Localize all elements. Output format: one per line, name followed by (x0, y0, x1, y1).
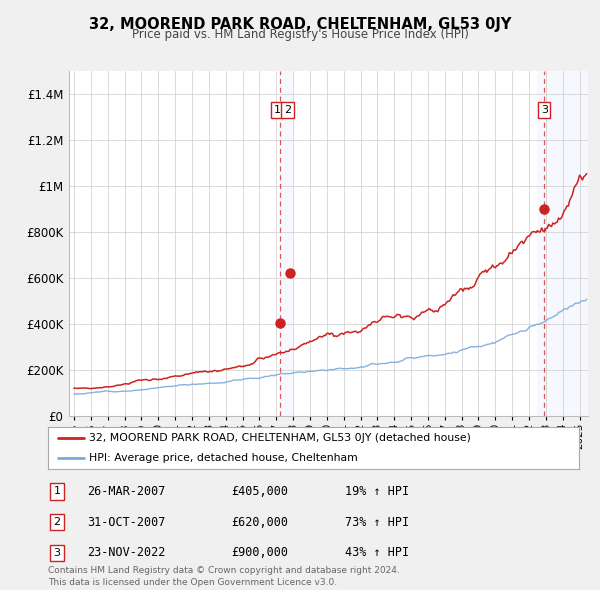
Text: 31-OCT-2007: 31-OCT-2007 (87, 516, 166, 529)
Text: 23-NOV-2022: 23-NOV-2022 (87, 546, 166, 559)
Text: 2: 2 (284, 105, 291, 115)
Text: 1: 1 (53, 487, 61, 496)
Text: Price paid vs. HM Land Registry's House Price Index (HPI): Price paid vs. HM Land Registry's House … (131, 28, 469, 41)
Text: 32, MOOREND PARK ROAD, CHELTENHAM, GL53 0JY: 32, MOOREND PARK ROAD, CHELTENHAM, GL53 … (89, 17, 511, 31)
Text: 3: 3 (53, 548, 61, 558)
Text: 2: 2 (53, 517, 61, 527)
Text: 1: 1 (274, 105, 281, 115)
Text: 3: 3 (541, 105, 548, 115)
Text: 32, MOOREND PARK ROAD, CHELTENHAM, GL53 0JY (detached house): 32, MOOREND PARK ROAD, CHELTENHAM, GL53 … (89, 433, 471, 443)
Text: HPI: Average price, detached house, Cheltenham: HPI: Average price, detached house, Chel… (89, 453, 358, 463)
Text: 19% ↑ HPI: 19% ↑ HPI (345, 485, 409, 498)
Bar (280, 71, 293, 416)
Text: Contains HM Land Registry data © Crown copyright and database right 2024.
This d: Contains HM Land Registry data © Crown c… (48, 566, 400, 587)
Text: 26-MAR-2007: 26-MAR-2007 (87, 485, 166, 498)
Text: 73% ↑ HPI: 73% ↑ HPI (345, 516, 409, 529)
Text: 43% ↑ HPI: 43% ↑ HPI (345, 546, 409, 559)
Text: £405,000: £405,000 (231, 485, 288, 498)
Bar (538, 71, 588, 416)
Text: £620,000: £620,000 (231, 516, 288, 529)
Text: £900,000: £900,000 (231, 546, 288, 559)
